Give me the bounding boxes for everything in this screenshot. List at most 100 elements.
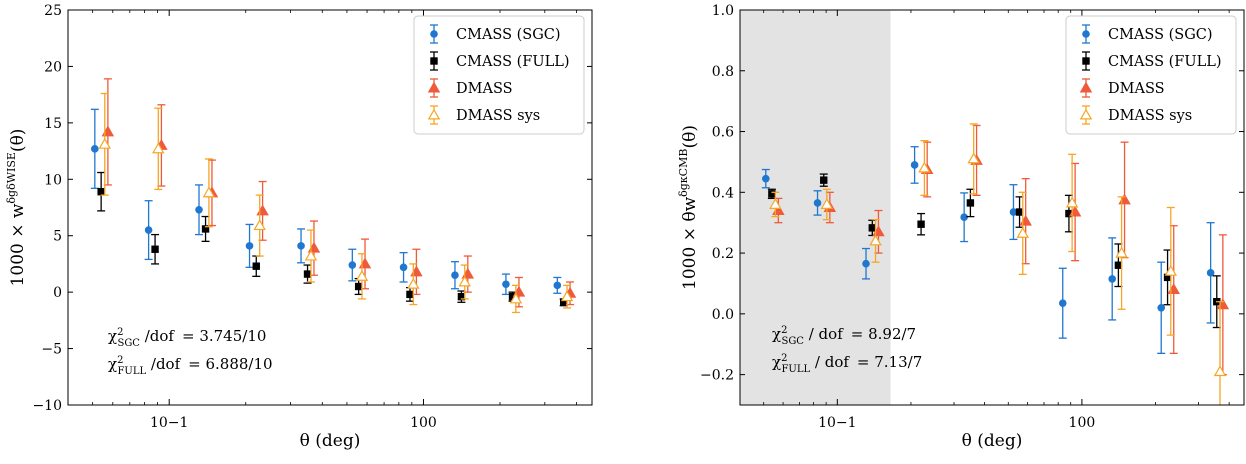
chi2-annotation: χ2 SGC / dof = 8.92/7 (772, 325, 916, 347)
excluded-scale-region (740, 10, 891, 405)
data-point-dmass (256, 204, 269, 216)
chi-subscript: SGC (781, 336, 804, 347)
y-axis-label: 1000 × wδgδWISE(θ) (5, 129, 28, 287)
data-point-cmass-sgc (762, 174, 770, 183)
x-tick-label: 10−1 (150, 415, 188, 431)
data-point-dmass-sys (98, 137, 111, 149)
y-tick-label: −10 (32, 398, 62, 414)
data-point-cmass-sgc (297, 242, 305, 250)
data-point-cmass-sgc (195, 205, 203, 214)
data-point-dmass-sys (820, 198, 834, 209)
y-tick-label: −5 (41, 342, 62, 358)
y-label-suffix: (θ) (680, 125, 700, 149)
data-point-dmass-sys (253, 219, 266, 231)
chi-value: = 3.745/10 (182, 327, 266, 345)
legend-marker (427, 108, 441, 120)
y-tick-label: 10 (44, 172, 62, 188)
data-point-cmass-full (151, 245, 159, 253)
data-point-cmass-sgc (399, 263, 408, 272)
chi-subscript: FULL (117, 366, 146, 377)
chi-superscript: 2 (117, 355, 123, 366)
data-point-cmass-full (354, 282, 363, 291)
y-axis-label-group: 1000 × θwδgκCMB(θ) (677, 125, 700, 290)
legend-label: CMASS (SGC) (456, 27, 561, 43)
y-axis-label-group: 1000 × wδgδWISE(θ) (5, 129, 28, 287)
x-axis-label: θ (deg) (300, 431, 361, 451)
data-point-dmass-sys (1164, 264, 1178, 276)
data-point-dmass-sys (560, 290, 574, 302)
data-point-cmass-sgc (348, 261, 357, 269)
data-point-cmass-sgc (91, 145, 99, 153)
data-point-cmass-sgc (813, 199, 822, 207)
chi-superscript: 2 (781, 353, 787, 364)
data-point-cmass-full (97, 188, 105, 196)
data-point-dmass-sys (869, 234, 882, 246)
y-label-prefix: 1000 × w (8, 203, 28, 286)
y-tick-label: 0.2 (712, 246, 734, 262)
legend-label: DMASS sys (456, 108, 540, 124)
data-point-dmass-sys (202, 186, 216, 198)
data-point-dmass-sys (967, 152, 980, 164)
legend-label: CMASS (FULL) (1108, 54, 1222, 70)
data-point-cmass-full (1114, 261, 1123, 269)
plot-frame (67, 9, 593, 406)
data-point-dmass-sys (355, 269, 369, 281)
data-point-dmass-sys (1115, 246, 1128, 258)
data-points (761, 123, 1230, 405)
x-tick-label: 10−1 (818, 415, 856, 431)
chi2-annotation: χ2 SGC /dof = 3.745/10 (108, 327, 266, 349)
chi-symbol: χ (108, 355, 117, 373)
y-tick-label: 0.4 (712, 185, 734, 201)
y-tick-label: −0.2 (700, 368, 734, 384)
data-point-cmass-full (201, 225, 210, 233)
data-point-cmass-full (1015, 208, 1024, 216)
y-tick-label: 0.6 (712, 125, 734, 141)
chi-symbol: χ (772, 325, 781, 343)
legend-marker (430, 30, 438, 38)
chi-value: = 6.888/10 (188, 355, 272, 373)
legend-marker (427, 81, 441, 93)
legend-marker (1079, 81, 1093, 93)
data-point-dmass-sys (769, 198, 782, 209)
chi-value: = 7.13/7 (857, 353, 922, 371)
data-point-cmass-sgc (553, 281, 562, 290)
y-tick-label: 15 (44, 116, 62, 132)
y-tick-label: 5 (53, 229, 62, 245)
legend-box (1065, 15, 1237, 135)
data-point-cmass-sgc (144, 226, 153, 234)
y-tick-label: 0.0 (712, 307, 734, 323)
legend-marker (1082, 30, 1090, 38)
y-tick-label: 20 (44, 59, 62, 75)
y-label-superscript: δgκCMB (677, 149, 690, 197)
data-point-dmass-sys (1065, 196, 1079, 208)
chi-value: = 8.92/7 (851, 325, 916, 343)
data-point-dmass-sys (1213, 365, 1227, 377)
chi-subscript: FULL (781, 364, 810, 375)
chi-symbol: χ (772, 353, 781, 371)
chi-superscript: 2 (117, 327, 123, 338)
data-point-cmass-full (252, 262, 260, 270)
legend-label: CMASS (SGC) (1108, 27, 1213, 43)
data-point-cmass-sgc (245, 242, 254, 250)
data-point-dmass (1019, 214, 1032, 226)
chi-dof: /dof (140, 327, 175, 345)
data-point-cmass-full (768, 190, 776, 198)
data-points (90, 78, 577, 314)
chi-dof: / dof (804, 325, 844, 343)
y-tick-label: 0 (53, 285, 62, 301)
legend: CMASS (SGC) CMASS (FULL) DMASS DMASS sys (1065, 15, 1237, 135)
data-point-dmass-sys (1016, 226, 1029, 238)
data-point-cmass-sgc (1108, 275, 1116, 283)
chart-panel-2: −0.2 0.0 0.2 0.4 0.6 0.8 1.0 10−1 100 θ (deg) 1000… (677, 3, 1245, 451)
legend-label: DMASS (1108, 81, 1165, 97)
data-point-dmass-sys (509, 292, 523, 304)
data-point-cmass-full (820, 176, 828, 184)
chi-symbol: χ (108, 327, 117, 345)
data-point-cmass-sgc (451, 271, 459, 280)
data-point-dmass (1167, 283, 1180, 295)
data-point-cmass-full (917, 220, 925, 228)
legend-label: DMASS (456, 81, 513, 97)
data-point-dmass-sys (918, 161, 931, 173)
data-point-dmass-sys (304, 249, 318, 261)
data-point-dmass-sys (407, 277, 420, 289)
